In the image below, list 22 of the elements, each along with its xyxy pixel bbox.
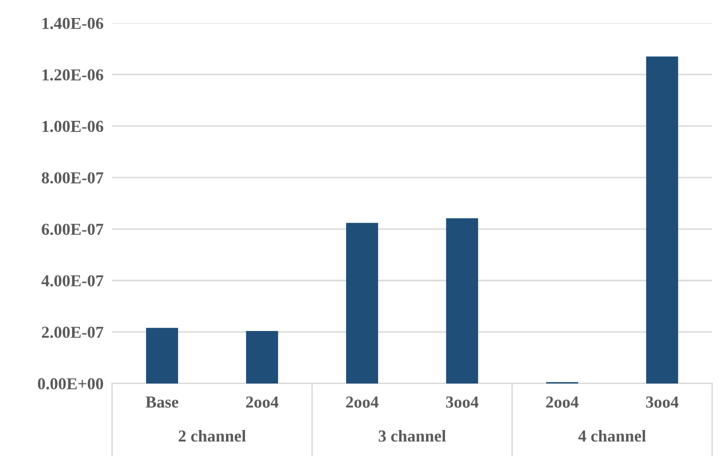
bar [446,218,478,384]
bar [246,330,278,384]
x-tick-label: 2oo4 [246,396,278,408]
bar [146,328,178,384]
y-tick-label: 8.00E-07 [42,172,104,184]
y-tick-label: 4.00E-07 [41,275,104,287]
text: 3 channel [378,430,446,442]
text: 2 channel [178,430,246,442]
x-tick-label: Base [146,396,178,408]
text: 4 channel [578,430,646,442]
y-tick-label: 1.20E-06 [42,69,104,81]
y-tick-label: 1.00E-06 [42,120,104,132]
x-tick-label: 3oo4 [646,396,679,408]
y-tick-label: 0.00E+00 [38,378,104,390]
x-tick-label: 2oo4 [546,396,578,408]
y-tick-label: 2.00E-07 [42,326,104,338]
x-tick-label: 2oo4 [346,396,378,408]
bar [646,56,678,384]
y-tick-label: 6.00E-07 [42,224,104,236]
x-tick-label: 3oo4 [446,396,478,408]
bar [346,222,378,384]
y-tick-label: 1.40E-06 [42,18,104,30]
